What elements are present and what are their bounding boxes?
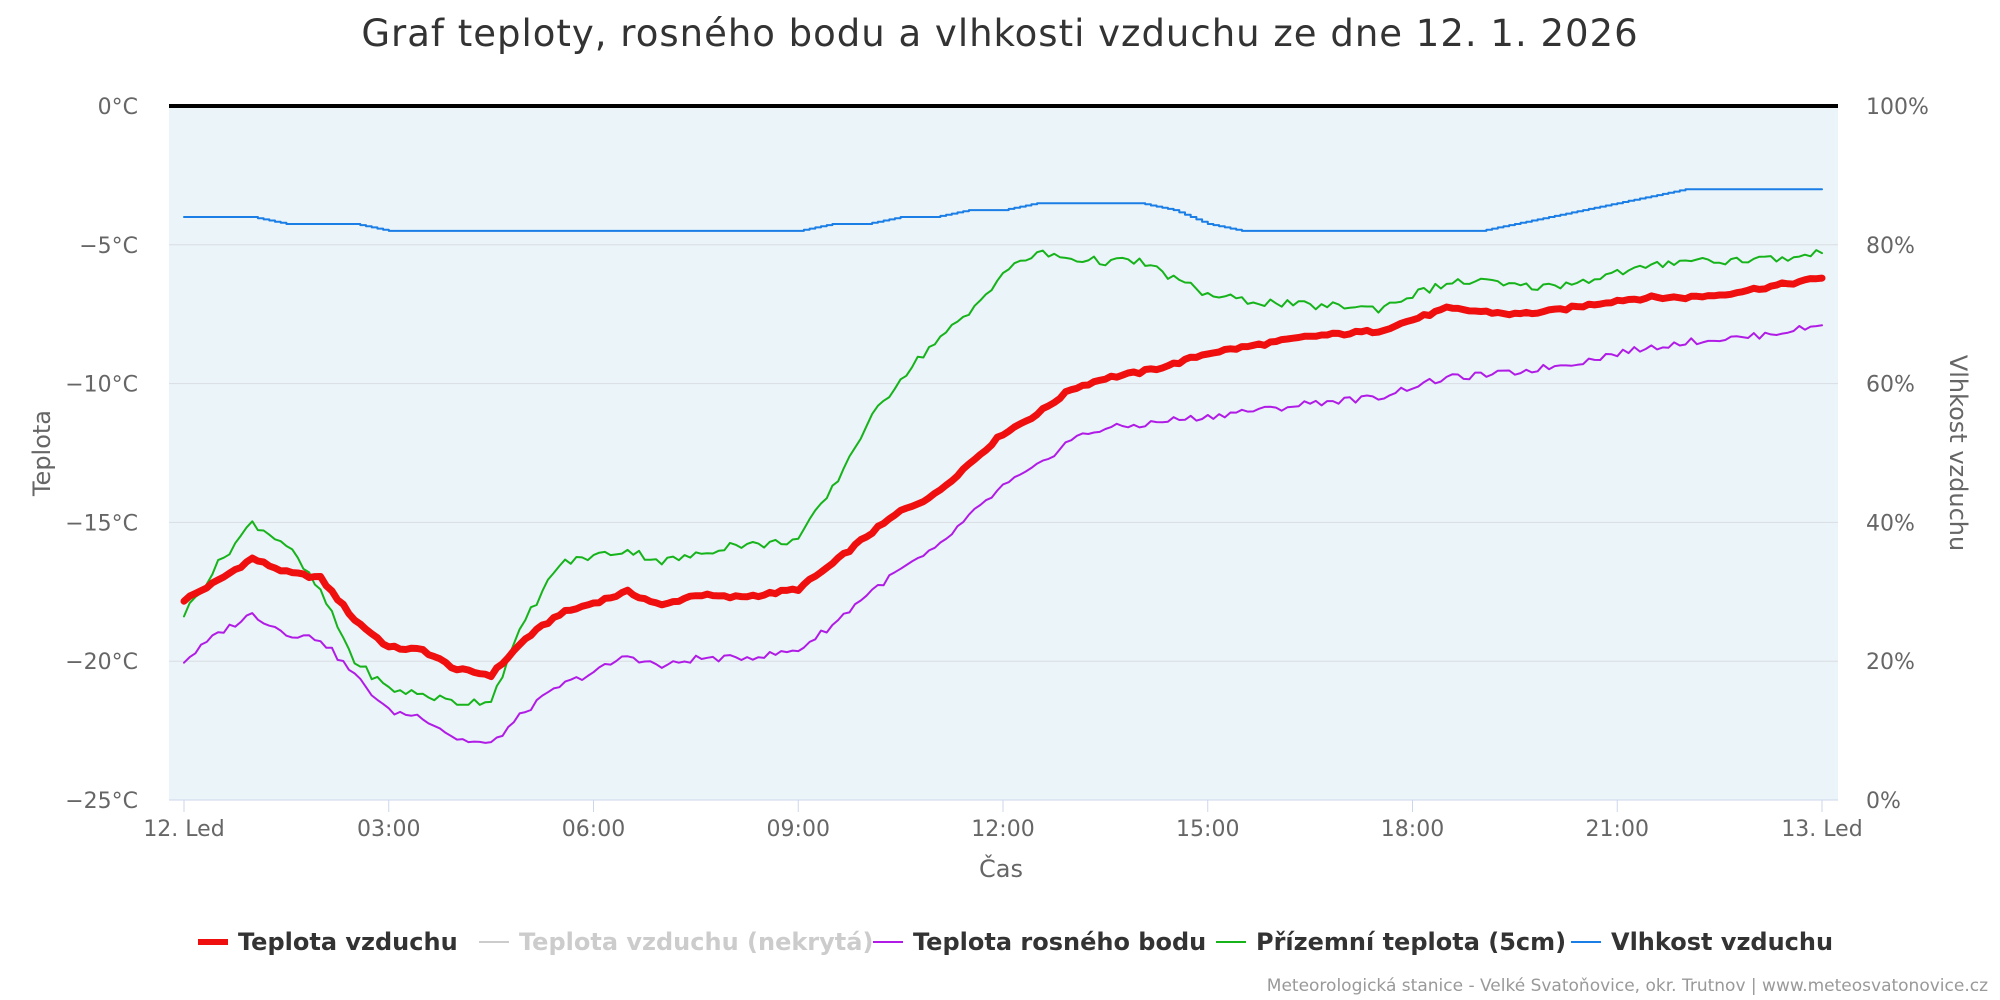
x-tick-label: 12:00 [971,817,1034,842]
y2-tick-label: 40% [1866,511,1915,536]
legend-label: Teplota rosného bodu [913,928,1206,956]
y2-tick-label: 100% [1866,95,1929,120]
x-tick-label: 18:00 [1381,817,1444,842]
y-tick-label: −25°C [65,789,138,814]
y-tick-label: −15°C [65,511,138,536]
series-line-0[interactable] [180,274,1826,680]
series-line-3[interactable] [183,249,1823,706]
x-tick-label: 21:00 [1586,817,1649,842]
legend-item[interactable]: Vlhkost vzduchu [1571,928,1833,956]
y-tick-label: −20°C [65,650,138,675]
legend-item[interactable]: Přízemní teplota (5cm) [1216,928,1566,956]
legend-label: Vlhkost vzduchu [1611,928,1833,956]
legend-label: Teplota vzduchu (nekrytá) [519,928,873,956]
legend-item[interactable]: Teplota vzduchu (nekrytá) [479,928,873,956]
series-line-4[interactable] [183,188,1823,232]
legend-label: Teplota vzduchu [238,928,458,956]
y2-tick-label: 80% [1866,234,1915,259]
y-tick-label: 0°C [98,95,138,120]
y2-tick-label: 0% [1866,789,1901,814]
y-axis-title: Teplota [28,410,56,497]
x-tick-label: 03:00 [357,817,420,842]
x-tick-label: 13. Led [1781,817,1862,842]
legend-item[interactable]: Teplota vzduchu [198,928,458,956]
y2-tick-label: 20% [1866,650,1915,675]
x-axis-title: Čas [979,853,1023,883]
x-tick-label: 09:00 [767,817,830,842]
series-line-2[interactable] [183,324,1823,744]
legend: Teplota vzduchu Teplota vzduchu (nekrytá)… [198,928,1833,956]
legend-item[interactable]: Teplota rosného bodu [873,928,1206,956]
y-tick-label: −10°C [65,373,138,398]
x-tick-label: 12. Led [143,817,224,842]
x-tick-label: 06:00 [562,817,625,842]
legend-label: Přízemní teplota (5cm) [1256,928,1566,956]
credits: Meteorologická stanice - Velké Svatoňovi… [1267,976,1988,996]
plot-area [169,106,1838,800]
y-tick-label: −5°C [79,234,138,259]
x-tick-label: 15:00 [1176,817,1239,842]
y2-tick-label: 60% [1866,373,1915,398]
y2-axis-title: Vlhkost vzduchu [1944,355,1972,551]
chart-title: Graf teploty, rosného bodu a vlhkosti vz… [361,12,1638,55]
